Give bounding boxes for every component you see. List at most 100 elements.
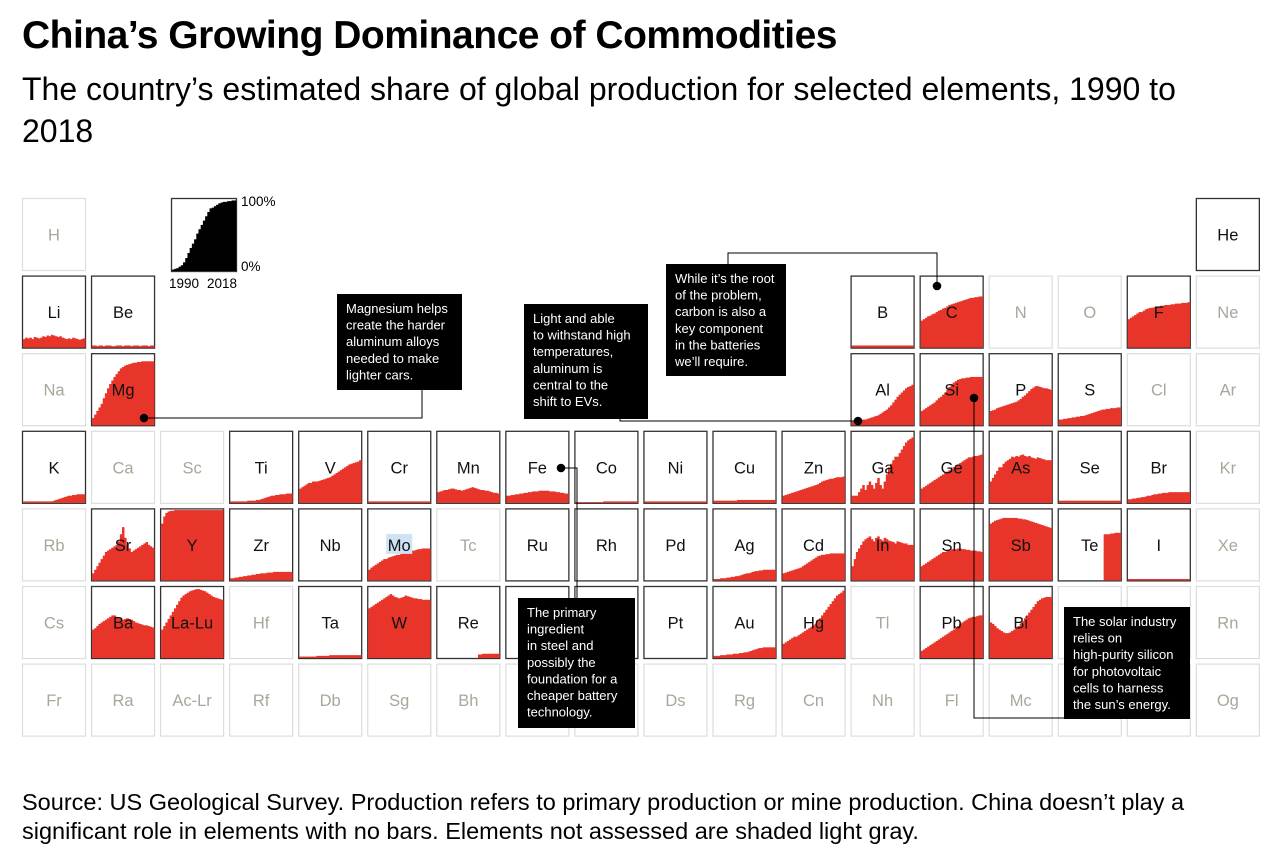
element-ni-bar-2010 [687, 501, 690, 503]
element-be-bar-2010 [134, 345, 138, 348]
element-ge-bar-2018 [980, 454, 983, 503]
element-sr-bar-2018 [151, 547, 155, 581]
element-ag-bar-2003 [741, 574, 744, 581]
element-te-bar-2015 [1112, 533, 1115, 581]
element-s-bar-1994 [1067, 418, 1070, 426]
element-sr-bar-2015 [145, 542, 148, 581]
element-s-bar-2002 [1084, 415, 1087, 426]
element-se-bar-1994 [1067, 500, 1070, 503]
element-cell-c: C [919, 275, 984, 349]
element-au-bar-1997 [728, 654, 731, 658]
element-s-bar-1999 [1077, 416, 1081, 426]
element-br-bar-1995 [1138, 497, 1141, 503]
element-ba-bar-1993 [98, 623, 101, 658]
element-ba-bar-2018 [151, 627, 155, 658]
element-pb-bar-1993 [927, 646, 930, 658]
element-b-bar-2004 [881, 345, 885, 348]
element-zn-bar-2017 [840, 477, 843, 503]
element-ni-bar-2015 [697, 501, 701, 503]
legend-bar-2012 [220, 202, 224, 271]
element-i-bar-1999 [1147, 578, 1150, 581]
leader-line-c [727, 252, 938, 286]
element-y-bar-2010 [203, 510, 207, 581]
element-si-bar-1999 [939, 396, 943, 426]
element-mn-bar-2004 [467, 488, 470, 503]
element-bi-bar-2004 [1019, 623, 1023, 658]
element-cu-bar-2013 [762, 499, 766, 503]
element-ta-bar-1992 [303, 656, 306, 658]
element-cr-bar-2012 [415, 501, 418, 503]
element-be-bar-2006 [126, 345, 129, 348]
element-ag-bar-1999 [732, 576, 736, 581]
element-ge-bar-1994 [929, 482, 932, 503]
element-ta-bar-1996 [312, 656, 315, 658]
element-be-bar-2018 [151, 345, 155, 348]
element-cell-cd: Cd [781, 508, 846, 582]
element-i-bar-1996 [1140, 578, 1144, 581]
element-mg-bar-2016 [147, 361, 151, 426]
element-cell-kr: Kr [1195, 430, 1260, 504]
element-f-bar-1991 [1129, 317, 1133, 348]
element-au-bar-1993 [719, 655, 723, 658]
element-in-bar-2015 [905, 543, 908, 581]
element-sb-bar-2003 [1017, 518, 1020, 581]
element-cell-border [712, 508, 777, 582]
element-w-bar-2017 [425, 599, 429, 658]
annotation-line: the sun’s energy. [1073, 697, 1171, 712]
element-symbol: V [325, 459, 336, 477]
element-c-bar-2001 [944, 307, 947, 348]
element-cell-border [229, 663, 294, 737]
element-sr-bar-2001 [115, 544, 119, 581]
annotation-line: shift to EVs. [533, 394, 602, 409]
element-re-bar-2014 [488, 653, 492, 658]
element-symbol: Xe [1218, 537, 1238, 555]
element-c-bar-2010 [963, 300, 966, 348]
element-be-bar-2005 [124, 345, 127, 348]
element-cell-zr: Zr [228, 508, 294, 582]
element-fe-bar-2007 [542, 490, 546, 503]
element-b-bar-2003 [879, 345, 882, 348]
element-la-lu-bar-2003 [188, 591, 192, 658]
element-ge-bar-2017 [978, 455, 981, 503]
element-pb-bar-1992 [924, 648, 928, 658]
element-as-bar-2008 [1028, 455, 1031, 503]
element-v-bar-2015 [352, 463, 356, 503]
element-ag-bar-2012 [760, 570, 764, 581]
element-ti-bar-2010 [272, 495, 276, 503]
element-zr-bar-2006 [264, 573, 267, 581]
element-i-bar-2009 [1168, 578, 1171, 581]
element-i-bar-1994 [1136, 578, 1139, 581]
element-s-bar-2010 [1101, 409, 1104, 426]
element-f-bar-1999 [1147, 308, 1150, 348]
element-v-bar-2004 [329, 477, 332, 503]
element-i-bar-2003 [1155, 578, 1159, 581]
element-symbol: C [946, 304, 958, 322]
element-cell-mo: Mo [367, 508, 432, 582]
element-symbol: Li [48, 304, 61, 322]
element-au-bar-1990 [713, 655, 716, 658]
element-co-bar-2005 [607, 501, 610, 503]
element-symbol: N [1015, 304, 1027, 322]
element-la-lu-bar-2014 [212, 596, 215, 658]
element-mo-bar-1991 [370, 567, 373, 581]
chart-title: China’s Growing Dominance of Commodities [22, 14, 837, 57]
element-la-lu-bar-2015 [214, 597, 218, 658]
element-mo-bar-2008 [406, 552, 410, 581]
element-ag-bar-1990 [713, 578, 716, 581]
element-cell-border [574, 430, 639, 504]
element-c-bar-2011 [965, 299, 969, 348]
element-br-bar-2009 [1168, 492, 1171, 503]
element-al-bar-2003 [879, 413, 882, 426]
element-symbol: Ge [941, 459, 963, 477]
element-co-bar-1999 [594, 502, 598, 503]
element-al-bar-2008 [890, 405, 893, 426]
element-cu-bar-2014 [764, 499, 768, 503]
element-cell-rg: Rg [712, 663, 777, 737]
element-si-bar-2009 [961, 378, 964, 426]
element-ni-bar-2018 [704, 501, 707, 503]
element-mo-bar-2018 [428, 548, 431, 581]
element-symbol: Bh [458, 692, 478, 710]
element-zn-bar-2018 [842, 476, 845, 503]
element-cr-bar-2000 [389, 501, 393, 503]
element-ag-bar-2004 [743, 574, 746, 581]
